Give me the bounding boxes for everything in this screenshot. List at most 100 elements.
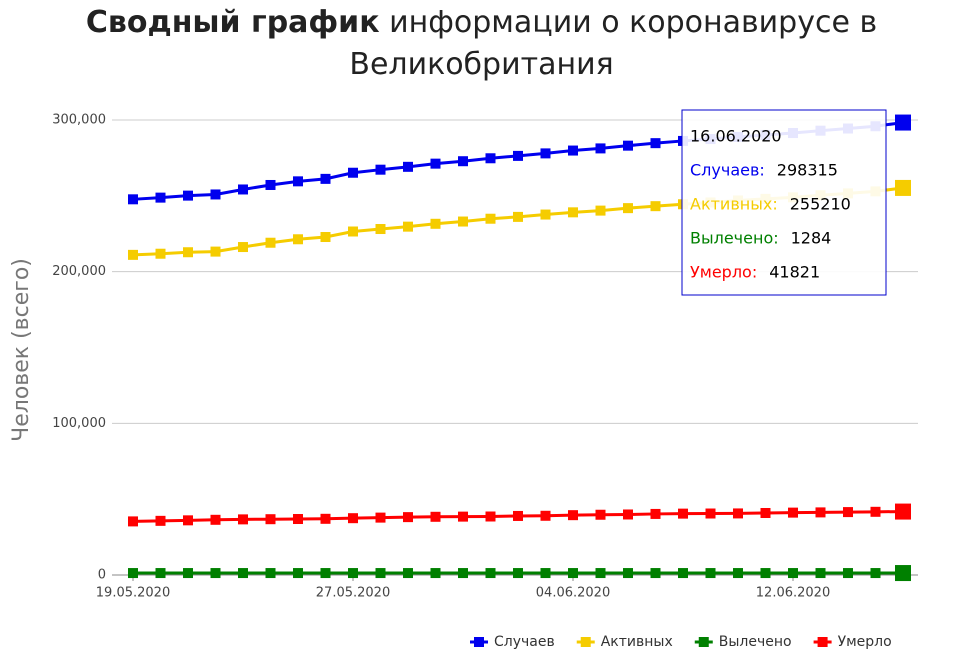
tooltip-box bbox=[681, 109, 887, 296]
data-point bbox=[595, 568, 606, 579]
data-point bbox=[430, 511, 441, 522]
data-point bbox=[155, 248, 166, 259]
tooltip-value: 298315 bbox=[777, 161, 838, 180]
data-point bbox=[320, 568, 331, 579]
data-point bbox=[870, 568, 881, 579]
data-point bbox=[348, 167, 358, 178]
data-point bbox=[540, 209, 551, 220]
data-point bbox=[485, 511, 496, 522]
data-point bbox=[403, 221, 413, 232]
data-point bbox=[128, 194, 138, 205]
legend-label: Случаев bbox=[494, 634, 555, 650]
y-tick-label: 300,000 bbox=[52, 113, 106, 128]
data-point bbox=[183, 568, 193, 579]
legend-item[interactable]: Активных bbox=[576, 634, 673, 650]
data-point bbox=[293, 234, 303, 245]
data-point bbox=[430, 568, 441, 579]
data-point bbox=[458, 216, 468, 227]
data-point bbox=[760, 568, 771, 579]
data-point bbox=[485, 153, 496, 164]
data-point bbox=[678, 568, 688, 579]
data-point bbox=[513, 510, 523, 521]
x-tick-label: 12.06.2020 bbox=[756, 586, 830, 601]
data-point bbox=[568, 207, 578, 218]
data-point bbox=[210, 514, 221, 525]
data-point bbox=[568, 145, 578, 156]
data-point bbox=[733, 568, 743, 579]
data-point bbox=[128, 249, 138, 260]
data-point bbox=[155, 515, 166, 526]
data-point bbox=[348, 568, 358, 579]
data-point bbox=[265, 568, 276, 579]
y-axis-label: Человек (всего) bbox=[9, 258, 34, 442]
data-point bbox=[403, 161, 413, 172]
data-point bbox=[895, 565, 911, 582]
tooltip-label: Случаев: bbox=[690, 161, 765, 180]
data-point bbox=[155, 568, 166, 579]
data-point bbox=[348, 226, 358, 237]
data-point bbox=[595, 143, 606, 154]
data-point bbox=[815, 568, 826, 579]
data-point bbox=[320, 232, 331, 243]
legend-item[interactable]: Умерло bbox=[813, 634, 892, 650]
data-point bbox=[293, 514, 303, 525]
data-point bbox=[705, 568, 716, 579]
x-tick-label: 19.05.2020 bbox=[96, 586, 170, 601]
data-point bbox=[265, 514, 276, 525]
legend-marker bbox=[474, 637, 484, 647]
tooltip-value: 255210 bbox=[790, 195, 851, 214]
data-point bbox=[403, 512, 413, 523]
legend-label: Активных bbox=[601, 634, 673, 650]
data-point bbox=[265, 179, 276, 190]
data-point bbox=[430, 218, 441, 229]
data-point bbox=[128, 516, 138, 527]
data-point bbox=[895, 179, 911, 196]
data-point bbox=[705, 508, 716, 519]
data-point bbox=[238, 242, 248, 253]
data-point bbox=[320, 513, 331, 524]
chart-title: Сводный график информации о коронавирусе… bbox=[20, 2, 943, 86]
data-point bbox=[595, 509, 606, 520]
x-tick-label: 27.05.2020 bbox=[316, 586, 390, 601]
title-box: Сводный график информации о коронавирусе… bbox=[20, 2, 943, 86]
data-point bbox=[238, 514, 248, 525]
data-point bbox=[895, 114, 911, 131]
data-point bbox=[568, 510, 578, 521]
data-point bbox=[320, 173, 331, 184]
title-bold: Сводный график bbox=[85, 5, 380, 40]
y-tick-label: 0 bbox=[98, 568, 106, 583]
y-tick-label: 200,000 bbox=[52, 264, 106, 279]
x-tick-label: 04.06.2020 bbox=[536, 586, 610, 601]
data-point bbox=[595, 205, 606, 216]
tooltip-label: Умерло: bbox=[690, 263, 757, 282]
data-point bbox=[788, 568, 798, 579]
data-point bbox=[375, 568, 386, 579]
data-point bbox=[403, 568, 413, 579]
data-point bbox=[183, 190, 193, 201]
data-point bbox=[788, 507, 798, 518]
data-point bbox=[623, 140, 633, 151]
data-point bbox=[540, 568, 551, 579]
data-point bbox=[458, 568, 468, 579]
data-point bbox=[183, 515, 193, 526]
data-point bbox=[843, 568, 853, 579]
data-point bbox=[513, 568, 523, 579]
tooltip-title: 16.06.2020 bbox=[690, 127, 782, 146]
data-point bbox=[678, 508, 688, 519]
data-point bbox=[238, 568, 248, 579]
data-point bbox=[458, 156, 468, 167]
data-point bbox=[210, 189, 221, 200]
legend-item[interactable]: Случаев bbox=[470, 634, 555, 650]
data-point bbox=[210, 246, 221, 257]
legend-item[interactable]: Вылечено bbox=[694, 634, 792, 650]
data-point bbox=[513, 211, 523, 222]
data-point bbox=[128, 568, 138, 579]
tooltip-value: 41821 bbox=[769, 263, 820, 282]
data-point bbox=[650, 508, 661, 519]
data-point bbox=[895, 503, 911, 520]
data-point bbox=[540, 148, 551, 159]
title-text: информации о коронавирусе в Великобритан… bbox=[349, 5, 878, 82]
legend-marker bbox=[698, 637, 709, 647]
data-point bbox=[375, 512, 386, 523]
data-point bbox=[485, 568, 496, 579]
